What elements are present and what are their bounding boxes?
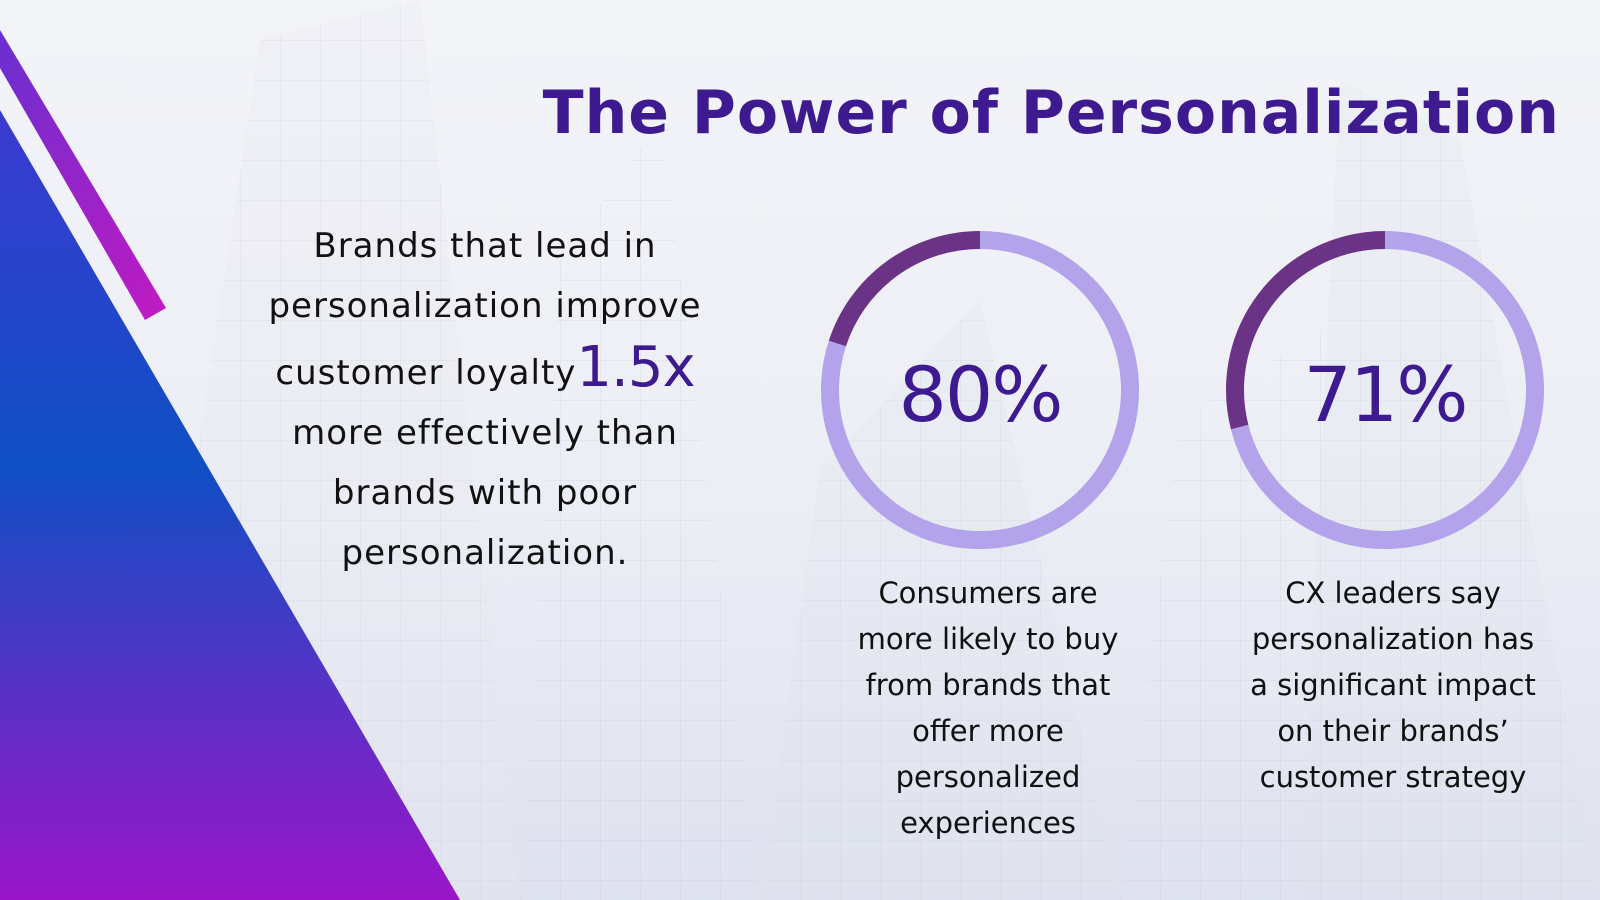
stat-caption-consumers: Consumers are more likely to buy from br… [818, 570, 1158, 846]
caption-line: CX leaders say [1285, 576, 1501, 610]
stat-percentage: 80% [898, 349, 1064, 439]
page-title: The Power of Personalization [542, 78, 1560, 148]
claim-line-text: customer loyalty [275, 353, 577, 393]
multiplier-value: 1.5x [576, 335, 695, 400]
caption-line: customer strategy [1259, 760, 1527, 794]
ring-progress-arc [821, 231, 1139, 549]
ring-progress-arc [1226, 231, 1544, 549]
stat-percentage: 71% [1303, 349, 1469, 439]
claim-line: customer loyalty1.5x [200, 336, 770, 403]
caption-line: personalized [895, 760, 1081, 794]
caption-line: from brands that [865, 668, 1111, 702]
caption-line: personalization has [1251, 622, 1535, 656]
claim-line: brands with poor [332, 473, 638, 513]
caption-line: experiences [900, 806, 1076, 840]
stat-caption-cx-leaders: CX leaders say personalization has a sig… [1223, 570, 1563, 800]
caption-line: offer more [912, 714, 1064, 748]
caption-line: a significant impact [1250, 668, 1536, 702]
donut-ring-graphic [1226, 231, 1545, 549]
claim-line: personalization. [341, 533, 629, 573]
caption-line: Consumers are [878, 576, 1098, 610]
claim-line: Brands that lead in [313, 226, 657, 266]
loyalty-claim: Brands that lead in personalization impr… [200, 216, 770, 583]
claim-line: personalization improve [268, 286, 702, 326]
caption-line: more likely to buy [857, 622, 1119, 656]
caption-line: on their brands’ [1277, 714, 1509, 748]
stat-ring-cx-leaders: 71% [1215, 220, 1555, 560]
claim-line: more effectively than [292, 413, 678, 453]
stat-ring-consumers: 80% [810, 220, 1150, 560]
donut-ring-graphic [821, 231, 1139, 549]
